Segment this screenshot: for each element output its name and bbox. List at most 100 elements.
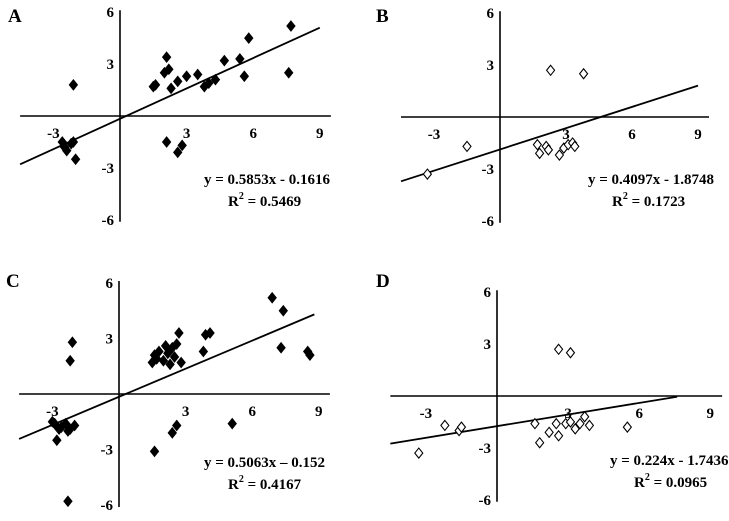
x-tick-label: 6 [249, 126, 257, 142]
x-tick-label: 6 [248, 404, 256, 420]
r-squared-superscript: 2 [239, 191, 244, 202]
r-squared-symbol: R [612, 194, 623, 210]
data-point [462, 140, 472, 153]
panel-label: C [6, 271, 20, 292]
panel-b: -3 3 6 9 6 3 -3 -6 By = 0.4097x - 1.8748 R2 = 0.1… [376, 6, 714, 230]
data-point [570, 422, 580, 435]
panel-label: D [376, 271, 390, 292]
data-point [198, 345, 209, 358]
regression-equation: y = 0.4097x - 1.8748 [588, 172, 714, 188]
r-squared-superscript: 2 [623, 191, 628, 202]
data-point [579, 410, 590, 423]
data-point [578, 67, 589, 80]
data-point [205, 327, 215, 339]
data-point [62, 144, 72, 157]
x-tick-label: 6 [628, 127, 636, 143]
data-point [177, 139, 187, 152]
panel-label: A [8, 6, 22, 27]
regression-line [400, 84, 699, 183]
data-point [165, 358, 175, 371]
data-point [414, 447, 424, 459]
data-point [52, 434, 62, 447]
data-point [67, 336, 78, 349]
data-point [534, 147, 545, 160]
r-squared: R2 = 0.5469 [228, 191, 301, 210]
data-point [173, 75, 183, 88]
data-point [267, 291, 277, 304]
data-point [278, 304, 288, 317]
data-point [65, 354, 75, 367]
data-point [219, 54, 230, 67]
data-point [534, 436, 545, 449]
data-point [54, 423, 64, 436]
data-point [181, 70, 192, 83]
data-point [235, 53, 245, 65]
data-point [456, 421, 467, 434]
data-point [174, 327, 184, 339]
data-point [239, 70, 250, 83]
data-point [284, 66, 294, 79]
data-point [70, 153, 81, 166]
x-tick-label: 9 [315, 404, 323, 420]
data-point [150, 78, 161, 91]
x-tick-label: -3 [428, 127, 441, 143]
data-point [69, 419, 80, 432]
x-tick-label: 3 [183, 126, 191, 142]
data-point [63, 425, 73, 437]
data-point [68, 136, 79, 148]
x-tick-label: 6 [635, 406, 643, 422]
r-squared: R2 = 0.1723 [612, 191, 685, 210]
data-point [553, 343, 564, 356]
data-point [204, 77, 214, 90]
data-point [570, 140, 580, 153]
r-squared-value: = 0.0965 [650, 475, 707, 491]
x-tick-label: 9 [694, 127, 702, 143]
data-point [163, 347, 173, 360]
r-squared-value: = 0.1723 [628, 194, 685, 210]
y-tick-label: 3 [484, 337, 492, 353]
data-point [544, 426, 554, 439]
data-point [47, 415, 58, 428]
data-point [158, 354, 169, 367]
data-point [63, 495, 73, 508]
data-point [543, 143, 554, 156]
data-point [622, 421, 633, 434]
data-point [176, 356, 186, 369]
x-tick-label: 3 [182, 404, 190, 420]
y-tick-label: 3 [487, 58, 495, 74]
data-point [565, 416, 576, 428]
data-point [227, 417, 237, 430]
data-point [166, 82, 176, 95]
data-point [154, 345, 164, 358]
data-point [210, 73, 221, 86]
y-tick-label: 6 [107, 5, 115, 21]
y-tick-label: -6 [101, 498, 114, 514]
r-squared-superscript: 2 [239, 474, 244, 485]
x-tick-label: 9 [316, 126, 324, 142]
panel-a: -3 3 6 9 6 3 -3 -6 Ay = 0.5853x - 0.1616 R2 = 0.5… [8, 5, 331, 229]
data-point [167, 426, 177, 439]
y-tick-label: 3 [107, 57, 115, 73]
data-point [305, 349, 315, 362]
y-tick-label: -3 [101, 443, 114, 459]
data-point [161, 51, 172, 64]
x-tick-label: 9 [707, 406, 715, 422]
y-tick-label: -6 [482, 214, 495, 230]
data-point [532, 138, 543, 151]
data-point [172, 338, 182, 350]
data-point [173, 146, 183, 159]
r-squared-superscript: 2 [645, 472, 650, 483]
data-point [565, 346, 576, 359]
data-point [57, 136, 67, 148]
data-point [422, 168, 433, 180]
regression-equation: y = 0.5853x - 0.1616 [204, 172, 331, 188]
y-tick-label: -3 [102, 161, 115, 177]
r-squared: R2 = 0.0965 [634, 472, 707, 491]
data-point [192, 68, 203, 81]
y-tick-label: 3 [106, 332, 114, 348]
data-point [286, 20, 296, 32]
panel-c: -3 3 6 9 6 3 -3 -6 Cy = 0.5063x – 0.152 R2 = 0.41… [6, 271, 330, 514]
